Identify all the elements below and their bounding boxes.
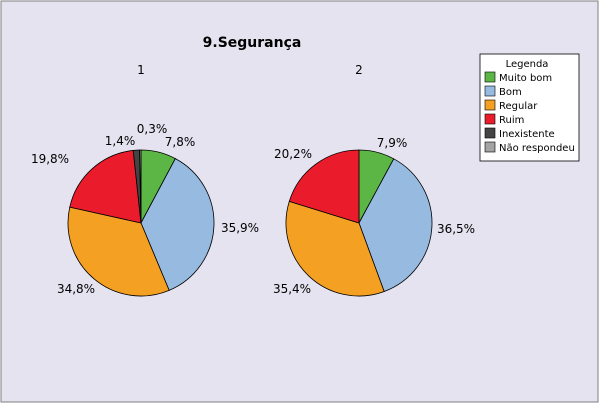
pie-2-data-label: 20,2% [274,147,312,161]
legend-swatch [484,85,496,97]
pie-2-data-label: 36,5% [437,222,475,236]
legend-swatch [484,141,496,153]
legend-item-label: Muito bom [499,73,552,84]
legend-box [479,53,580,162]
pie-2-slice-regular [285,200,385,297]
pie-1-slice-n-o-respondeu [139,149,142,224]
legend-swatch [484,113,496,125]
legend-item-label: Inexistente [499,129,555,140]
pie-2-data-label: 7,9% [377,136,408,150]
pie-1-slice-regular [67,206,170,297]
legend-item-label: Bom [499,87,522,98]
pie-title-1: 1 [137,63,145,77]
pie-1-slice-ruim [69,149,142,224]
pie-1-data-label: 35,9% [221,221,259,235]
chart-title: 9.Segurança [203,35,302,51]
pie-1: 7,8% 35,9% 34,8% 19,8% 1,4%0,3% [31,122,259,297]
pie-2-slice-bom [358,158,433,293]
legend-item-label: Regular [499,101,538,112]
pie-2: 7,9% 36,5% 35,4% 20,2% [273,136,475,297]
pie-1-data-label: 1,4% [105,134,136,148]
pie-2-slice-ruim [288,149,360,224]
legend-items: Muito bom Bom Regular Ruim Inexistente Não re… [484,71,575,154]
pie-1-data-label: 19,8% [31,152,69,166]
legend-item-label: Ruim [499,115,524,126]
pie-1-slice-bom [140,158,215,291]
pie-1-data-label: 34,8% [57,282,95,296]
legend-item-label: Não respondeu [499,143,575,154]
legend-swatch [484,71,496,83]
pie-1-data-label: 7,8% [165,135,196,149]
legend-swatch [484,127,496,139]
pie-title-2: 2 [355,63,363,77]
legend: Legenda Muito bom Bom Regular Ruim Inexisten… [479,53,580,162]
pie-1-data-label: 0,3% [137,122,168,136]
legend-swatch [484,99,496,111]
pie-2-data-label: 35,4% [273,282,311,296]
legend-title: Legenda [506,59,549,70]
